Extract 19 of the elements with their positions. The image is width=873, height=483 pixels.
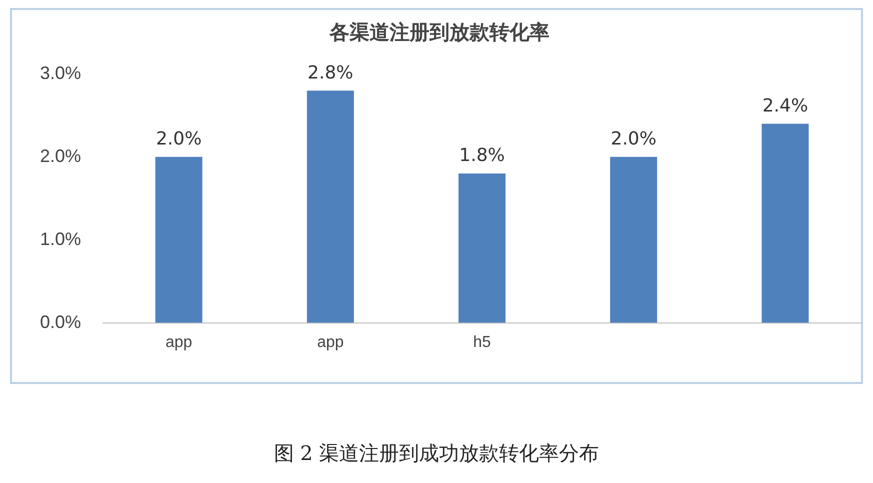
y-tick-label: 3.0% [40,62,82,83]
data-label: 2.0% [610,128,656,150]
chart-title: 各渠道注册到放款转化率 [328,20,550,44]
data-label: 2.4% [762,95,808,116]
y-tick-label: 2.0% [40,146,82,166]
bar [610,156,658,323]
y-tick-label: 0.0% [40,312,82,332]
data-label: 2.0% [156,128,202,150]
bar [458,174,506,323]
x-tick-label: app [317,334,344,351]
caption: 图 2 渠道注册到成功放款转化率分布 [272,440,600,467]
bar [306,90,354,323]
bar [155,156,202,323]
bar [762,124,809,323]
x-tick-label: h5 [473,334,492,351]
data-label: 2.8% [308,62,354,84]
y-tick-label: 1.0% [40,228,82,249]
x-tick-label: app [165,334,192,351]
data-label: 1.8% [459,145,505,166]
